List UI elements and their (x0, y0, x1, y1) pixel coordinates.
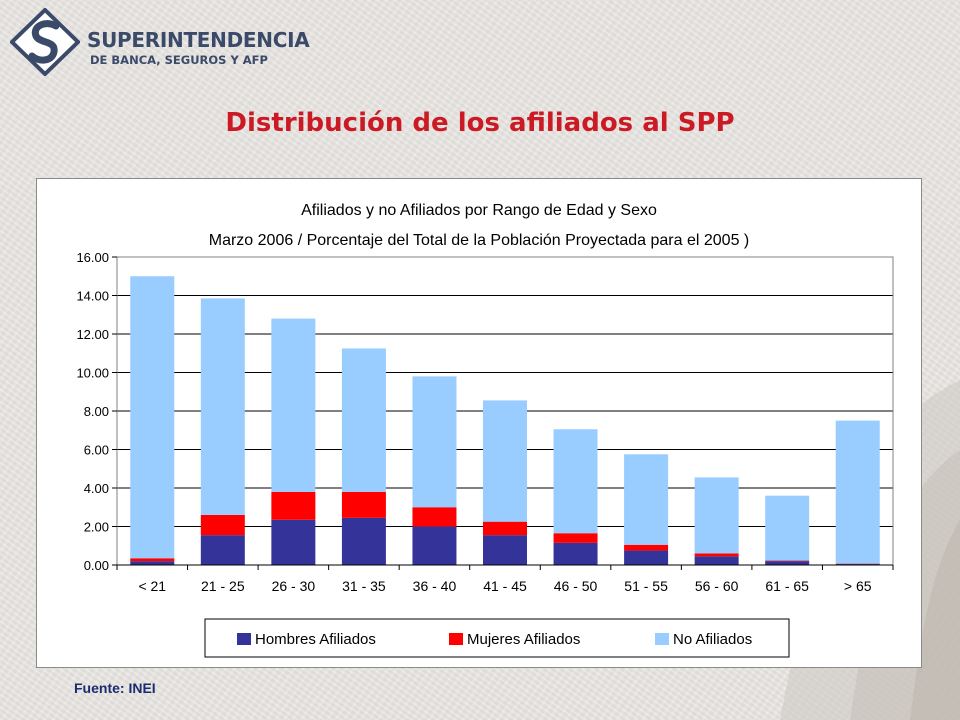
stacked-bar-chart: Afiliados y no Afiliados por Rango de Ed… (48, 188, 912, 662)
bar-hombres (765, 561, 810, 565)
bars (130, 276, 880, 565)
legend-swatch (449, 633, 463, 645)
bar-hombres (271, 519, 316, 565)
bar-hombres (694, 556, 739, 565)
bar-mujeres (483, 521, 527, 536)
x-tick-label: 46 - 50 (554, 578, 598, 594)
chart-frame: Afiliados y no Afiliados por Rango de Ed… (36, 178, 922, 668)
y-tick-label: 6.00 (84, 443, 109, 458)
legend-box (204, 618, 790, 658)
bar-no-afiliados (200, 298, 245, 515)
chart-area (48, 188, 912, 662)
chart-title: Afiliados y no Afiliados por Rango de Ed… (301, 202, 657, 219)
bar-hombres (412, 526, 457, 565)
y-axis: 0.00 2.00 4.00 6.00 8.00 10.00 12.00 14.00 16.00 (76, 250, 117, 573)
legend-label: No Afiliados (673, 631, 752, 648)
slide-title: Distribución de los afiliados al SPP (225, 108, 735, 138)
bar-mujeres (271, 491, 316, 520)
x-tick-label: 51 - 55 (624, 578, 668, 594)
bar-hombres (130, 561, 175, 565)
y-tick-label: 12.00 (76, 327, 109, 342)
bar-mujeres (341, 491, 386, 518)
bar-no-afiliados (765, 495, 810, 561)
bar-no-afiliados (694, 477, 739, 554)
bar-no-afiliados (483, 400, 527, 522)
x-tick-label: < 21 (138, 578, 166, 594)
source-note: Fuente: INEI (74, 680, 156, 696)
superintendencia-logo: SUPERINTENDENCIA DE BANCA, SEGUROS Y AFP (9, 7, 310, 77)
bar-no-afiliados (130, 276, 175, 559)
bar-hombres (200, 535, 245, 565)
legend-label: Mujeres Afiliados (467, 631, 580, 648)
logo-line-2: DE BANCA, SEGUROS Y AFP (90, 53, 268, 67)
x-tick-label: > 65 (844, 578, 872, 594)
y-tick-label: 2.00 (84, 520, 109, 535)
bar-mujeres (765, 560, 810, 562)
bar-no-afiliados (412, 376, 457, 508)
logo-line-1: SUPERINTENDENCIA (87, 28, 310, 52)
bar-no-afiliados (553, 429, 598, 534)
legend-swatch (237, 633, 251, 645)
bar-hombres (341, 517, 386, 565)
bar-hombres (553, 542, 598, 565)
x-tick-label: 36 - 40 (413, 578, 457, 594)
x-tick-label: 31 - 35 (342, 578, 386, 594)
bar-mujeres (412, 507, 457, 527)
bar-mujeres (130, 558, 175, 562)
y-tick-label: 8.00 (84, 404, 109, 419)
bar-no-afiliados (271, 318, 316, 492)
x-tick-label: 21 - 25 (201, 578, 245, 594)
y-tick-label: 16.00 (76, 250, 109, 265)
legend-swatch (655, 633, 669, 645)
x-tick-label: 61 - 65 (765, 578, 809, 594)
logo-emblem-icon (9, 7, 81, 77)
x-axis: < 21 21 - 25 26 - 30 31 - 35 36 - 40 41 - 45 4… (116, 564, 894, 594)
bar-no-afiliados (624, 454, 669, 545)
x-tick-label: 26 - 30 (272, 578, 316, 594)
chart-subtitle: Marzo 2006 / Porcentaje del Total de la … (209, 232, 750, 249)
x-tick-label: 56 - 60 (695, 578, 739, 594)
bar-mujeres (200, 514, 245, 536)
bar-mujeres (624, 544, 669, 551)
y-tick-label: 0.00 (84, 558, 109, 573)
bar-no-afiliados (341, 348, 386, 492)
bar-mujeres (553, 533, 598, 543)
bar-hombres (624, 550, 669, 565)
bar-mujeres (694, 553, 739, 557)
y-tick-label: 4.00 (84, 481, 109, 496)
bar-no-afiliados (835, 420, 880, 564)
x-tick-label: 41 - 45 (483, 578, 527, 594)
bar-hombres (483, 535, 527, 565)
y-tick-label: 10.00 (76, 366, 109, 381)
legend: Hombres Afiliados Mujeres Afiliados No Afi… (204, 618, 790, 658)
legend-label: Hombres Afiliados (255, 631, 376, 648)
y-tick-label: 14.00 (76, 289, 109, 304)
